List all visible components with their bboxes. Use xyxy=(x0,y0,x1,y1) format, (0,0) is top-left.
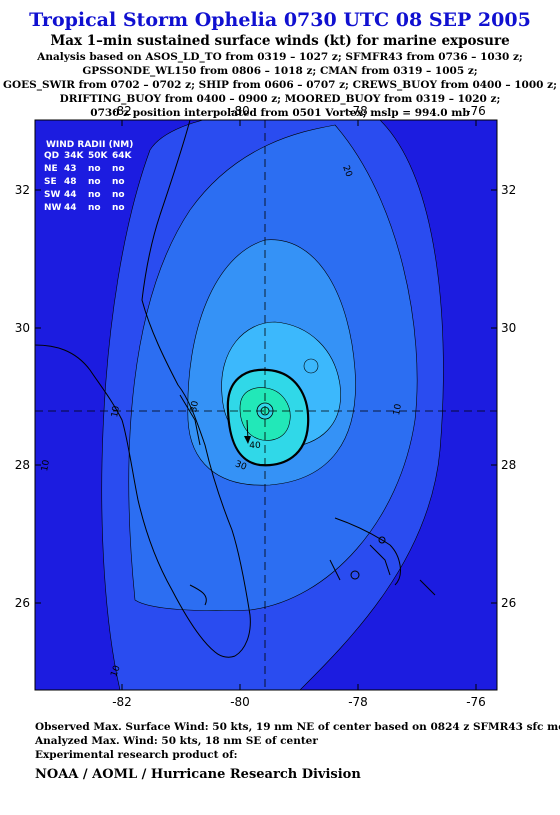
wind-radii-cell: no xyxy=(88,177,101,187)
analysis-line: 0730 z position interpolated from 0501 V… xyxy=(90,107,469,119)
lon-label: -76 xyxy=(466,104,486,118)
contour-label: 30 xyxy=(234,459,248,472)
wind-radii-title: WIND RADII (NM) xyxy=(46,140,133,150)
wind-radii-header: 50K xyxy=(88,151,109,161)
contour-label: 10 xyxy=(392,403,404,416)
wind-radii-cell: no xyxy=(88,190,101,200)
wind-radii-cell: no xyxy=(112,203,125,213)
wind-radii-cell: 44 xyxy=(64,203,77,213)
contour-label: 40 xyxy=(249,441,261,451)
wind-radii-header: 64K xyxy=(112,151,133,161)
footer-line: Analyzed Max. Wind: 50 kts, 18 nm SE of … xyxy=(34,735,318,747)
lon-label: -82 xyxy=(112,104,132,118)
contour-label: 20 xyxy=(340,164,353,178)
footer-line: Experimental research product of: xyxy=(35,749,238,761)
wind-radii-cell: NW xyxy=(44,203,62,213)
lat-label: 32 xyxy=(501,183,516,197)
wind-radii-cell: no xyxy=(112,164,125,174)
analysis-line: GOES_SWIR from 0702 – 0702 z; SHIP from … xyxy=(3,79,557,92)
contour-label: 10 xyxy=(110,405,122,418)
wind-radii-cell: no xyxy=(88,203,101,213)
lon-label: -78 xyxy=(348,104,368,118)
wind-radii-cell: 43 xyxy=(64,164,77,174)
lat-label: 30 xyxy=(15,321,30,335)
lat-label: 30 xyxy=(501,321,516,335)
footer-line: Observed Max. Surface Wind: 50 kts, 19 n… xyxy=(35,721,560,733)
contour-label: 10 xyxy=(109,664,122,678)
lon-label: -82 xyxy=(112,695,132,709)
wind-radii-cell: NE xyxy=(44,164,58,174)
lon-label: -80 xyxy=(230,104,250,118)
lon-label: -78 xyxy=(348,695,368,709)
analysis-line: DRIFTING_BUOY from 0400 – 0900 z; MOORED… xyxy=(60,93,501,106)
lat-label: 26 xyxy=(15,596,30,610)
analysis-line: Analysis based on ASOS_LD_TO from 0319 –… xyxy=(36,51,523,64)
lat-label: 28 xyxy=(501,458,516,472)
wind-radii-header: 34K xyxy=(64,151,85,161)
wind-radii-cell: 48 xyxy=(64,177,77,187)
lon-label: -80 xyxy=(230,695,250,709)
wind-radii-header: QD xyxy=(44,151,59,161)
lon-label: -76 xyxy=(466,695,486,709)
lat-label: 32 xyxy=(15,183,30,197)
lat-label: 28 xyxy=(15,458,30,472)
wind-radii-cell: no xyxy=(112,190,125,200)
organization: NOAA / AOML / Hurricane Research Divisio… xyxy=(35,767,361,782)
wind-radii-cell: no xyxy=(88,164,101,174)
subtitle: Max 1–min sustained surface winds (kt) f… xyxy=(50,33,509,49)
lat-label: 26 xyxy=(501,596,516,610)
title: Tropical Storm Ophelia 0730 UTC 08 SEP 2… xyxy=(29,9,531,31)
wind-radii-cell: no xyxy=(112,177,125,187)
contour-label: 10 xyxy=(40,459,52,472)
wind-radii-cell: 44 xyxy=(64,190,77,200)
analysis-line: GPSSONDE_WL150 from 0806 – 1018 z; CMAN … xyxy=(82,65,477,78)
wind-radii-cell: SE xyxy=(44,177,57,187)
wind-radii-cell: SW xyxy=(44,190,60,200)
contour-label: 30 xyxy=(189,400,201,413)
map-frame xyxy=(34,119,498,691)
